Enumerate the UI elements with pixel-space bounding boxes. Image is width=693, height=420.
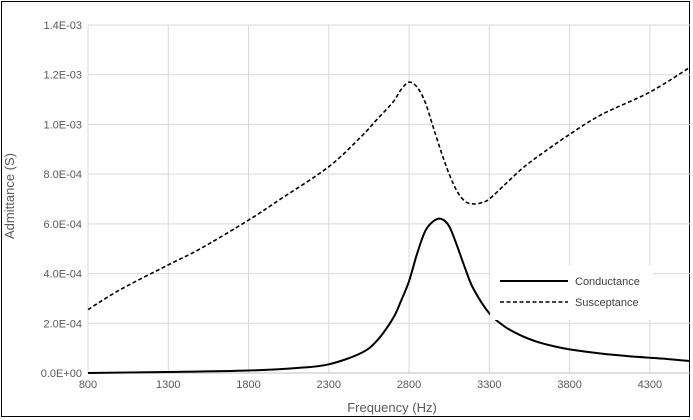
series-line-conductance — [87, 217, 691, 374]
y-tick-label: 2.0E-04 — [43, 318, 82, 330]
legend-label-susceptance: Susceptance — [575, 297, 639, 309]
x-tick-label: 2300 — [317, 379, 341, 391]
x-axis-title: Frequency (Hz) — [347, 400, 437, 415]
y-tick-label: 8.0E-04 — [43, 169, 82, 181]
x-tick-label: 4300 — [638, 379, 662, 391]
x-tick-label: 1300 — [156, 379, 180, 391]
y-axis-title: Admittance (S) — [2, 153, 17, 239]
y-tick-label: 1.4E-03 — [43, 20, 82, 32]
legend: Conductance Susceptance — [490, 265, 653, 320]
y-tick-label: 0.0E+00 — [41, 368, 82, 380]
x-tick-label: 3300 — [477, 379, 501, 391]
legend-background — [490, 265, 653, 320]
y-tick-label: 1.2E-03 — [43, 70, 82, 82]
y-tick-label: 4.0E-04 — [43, 269, 82, 281]
gridlines — [88, 24, 690, 373]
legend-label-conductance: Conductance — [575, 276, 640, 288]
series-line-susceptance — [87, 66, 691, 311]
x-tick-label: 3800 — [557, 379, 581, 391]
x-tick-label: 1800 — [236, 379, 260, 391]
y-tick-label: 1.0E-03 — [43, 119, 82, 131]
axes: 0.0E+00 2.0E-04 4.0E-04 6.0E-04 8.0E-04 1.0E-… — [41, 20, 690, 391]
series-lines — [87, 66, 691, 374]
x-tick-label: 2800 — [397, 379, 421, 391]
x-tick-label: 800 — [79, 379, 97, 391]
y-tick-label: 6.0E-04 — [43, 219, 82, 231]
